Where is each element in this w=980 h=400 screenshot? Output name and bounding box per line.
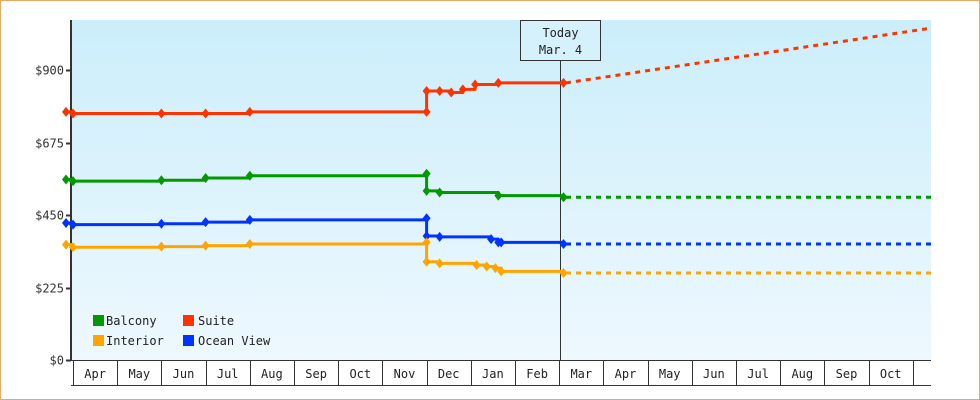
data-point-marker[interactable] [245,170,254,181]
data-point-marker[interactable] [422,213,431,224]
x-tick-label: Oct [880,367,902,381]
series-ocean-view [62,213,931,249]
data-point-marker[interactable] [494,190,503,201]
series-balcony [62,168,931,203]
data-point-marker[interactable] [62,174,70,185]
data-point-marker[interactable] [482,261,491,272]
data-point-marker[interactable] [157,175,166,186]
x-tick-label: Oct [349,367,371,381]
x-tick-label: Jan [482,367,504,381]
today-box [520,20,601,61]
legend: Balcony Suite Interior Ocean View [93,314,271,348]
x-tick-label: Dec [438,367,460,381]
data-point-marker[interactable] [422,85,431,96]
data-point-marker[interactable] [435,187,444,198]
series-interior [62,237,931,278]
data-point-marker[interactable] [157,108,166,119]
x-tick-label: May [128,367,150,381]
legend-swatch-interior [93,335,104,346]
data-point-marker[interactable] [422,106,431,117]
legend-swatch-suite [183,315,194,326]
data-point-marker[interactable] [422,168,431,179]
data-point-marker[interactable] [201,172,210,183]
data-point-marker[interactable] [422,185,431,196]
data-point-marker[interactable] [422,230,431,241]
data-point-marker[interactable] [435,258,444,269]
legend-swatch-ocean-view [183,335,194,346]
data-point-marker[interactable] [491,263,500,274]
data-point-marker[interactable] [245,239,254,249]
legend-label-interior: Interior [106,334,164,348]
data-point-marker[interactable] [494,77,503,88]
y-axis-ticks: $0 $225 $450 $675 $900 [35,64,71,368]
x-tick-label: Mar [570,367,592,381]
today-date: Mar. 4 [539,43,582,57]
data-point-marker[interactable] [471,79,480,90]
data-point-marker[interactable] [458,84,467,95]
x-tick-label: Jul [747,367,769,381]
today-marker: Today Mar. 4 [520,20,601,360]
data-point-marker[interactable] [559,239,568,249]
data-point-marker[interactable] [245,214,254,225]
data-point-marker[interactable] [559,268,568,278]
x-tick-label: May [659,367,681,381]
data-point-marker[interactable] [245,106,254,117]
legend-label-balcony: Balcony [106,314,157,328]
data-point-marker[interactable] [69,176,77,187]
x-tick-label: Apr [84,367,106,381]
y-tick-label: $0 [50,354,64,368]
x-tick-label: Feb [526,367,548,381]
x-tick-label: Jun [703,367,725,381]
legend-label-suite: Suite [198,314,234,328]
data-point-marker[interactable] [62,106,70,117]
x-tick-label: Jun [173,367,195,381]
y-tick-label: $450 [35,209,64,223]
x-tick-label: Sep [305,367,327,381]
data-point-marker[interactable] [69,108,77,119]
data-point-marker[interactable] [435,231,444,242]
legend-swatch-balcony [93,315,104,326]
forecast-line [565,26,932,85]
x-tick-label: Apr [615,367,637,381]
data-point-marker[interactable] [422,237,431,248]
x-tick-label: Sep [836,367,858,381]
today-label: Today [542,26,578,40]
series-lines [62,26,932,278]
data-point-marker[interactable] [201,108,210,119]
data-point-marker[interactable] [201,240,210,251]
data-point-marker[interactable] [559,192,568,203]
data-point-marker[interactable] [487,234,496,245]
data-point-marker[interactable] [62,239,70,250]
data-point-marker[interactable] [157,218,166,229]
data-point-marker[interactable] [69,219,77,230]
x-tick-label: Jul [217,367,239,381]
data-point-marker[interactable] [497,266,506,277]
legend-label-ocean-view: Ocean View [198,334,271,348]
x-axis: Apr May Jun Jul Aug Sep Oct Nov Dec Jan Feb Mar Apr M… [71,360,931,386]
x-tick-label: Aug [261,367,283,381]
y-tick-label: $225 [35,282,64,296]
data-point-marker[interactable] [447,87,456,98]
data-point-marker[interactable] [422,256,431,267]
y-tick-label: $675 [35,137,64,151]
data-point-marker[interactable] [472,259,481,270]
data-point-marker[interactable] [69,242,77,253]
x-tick-label: Aug [791,367,813,381]
data-point-marker[interactable] [559,77,568,88]
plot-area [71,20,931,360]
data-point-marker[interactable] [157,241,166,252]
series-suite [62,26,932,119]
data-point-marker[interactable] [62,218,70,229]
data-point-marker[interactable] [201,217,210,228]
y-tick-label: $900 [35,64,64,78]
x-tick-label: Nov [394,367,416,381]
data-point-marker[interactable] [435,85,444,96]
data-point-marker[interactable] [497,237,506,248]
